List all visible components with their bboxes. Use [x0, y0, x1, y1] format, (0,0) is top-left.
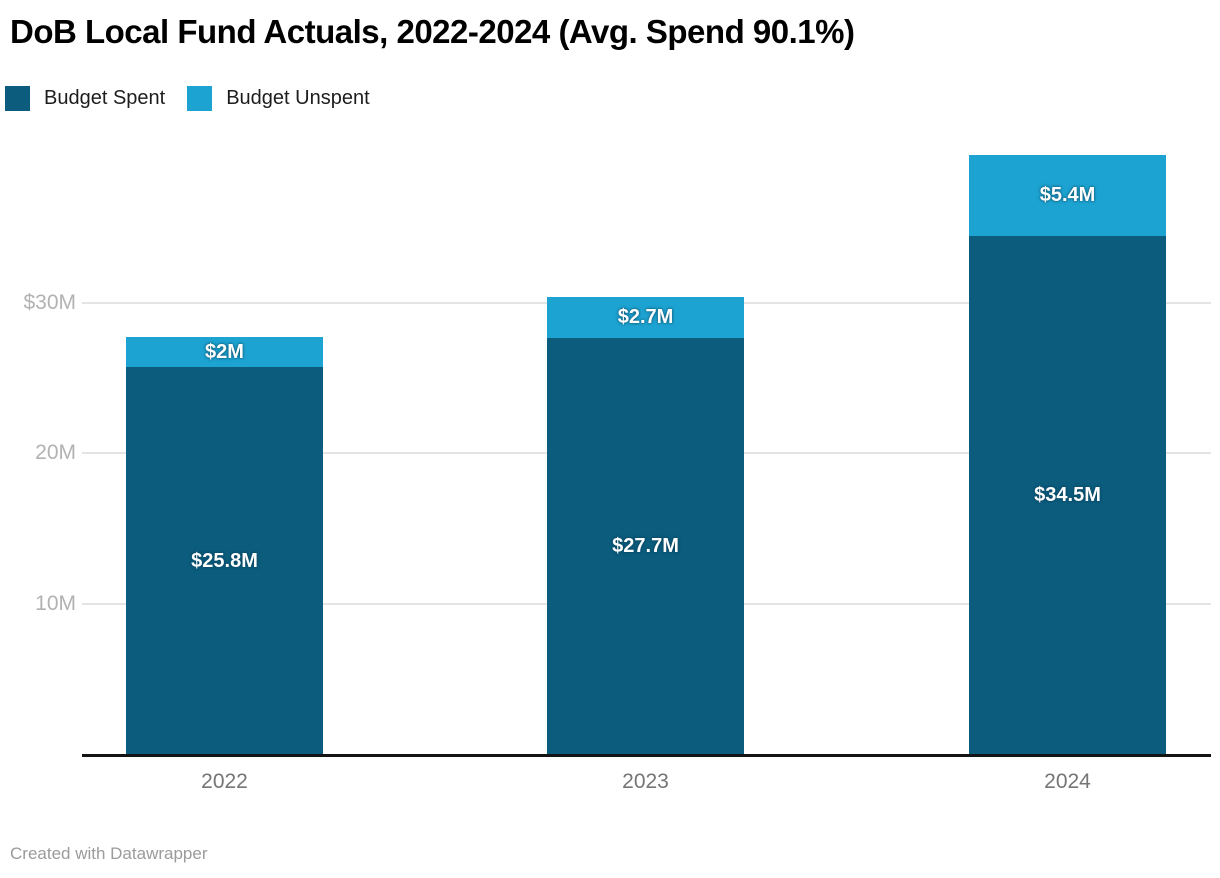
- bar-segment-2023-spent: $27.7M: [547, 338, 744, 755]
- value-label-2022-unspent: $2M: [205, 340, 244, 363]
- bar-segment-2022-unspent: $2M: [126, 337, 323, 367]
- datawrapper-credit-link[interactable]: Created with Datawrapper: [10, 844, 208, 863]
- legend-swatch-budget-spent: [5, 86, 30, 111]
- x-axis-label-2022: 2022: [201, 770, 248, 793]
- legend-swatch-budget-unspent: [187, 86, 213, 111]
- bar-segment-2023-unspent: $2.7M: [547, 297, 744, 338]
- y-axis-tick-30m: $30M: [23, 291, 76, 314]
- y-axis-tick-10m: 10M: [35, 592, 76, 615]
- y-axis-tick-20m: 20M: [35, 441, 76, 464]
- legend-item-budget-spent: Budget Spent: [5, 86, 165, 111]
- x-axis-label-2024: 2024: [1044, 770, 1091, 793]
- bar-segment-2024-spent: $34.5M: [969, 236, 1166, 755]
- legend-label-budget-unspent: Budget Unspent: [226, 87, 370, 109]
- x-axis-label-2023: 2023: [622, 770, 669, 793]
- legend: Budget Spent Budget Unspent: [5, 86, 392, 111]
- bar-segment-2024-unspent: $5.4M: [969, 155, 1166, 236]
- value-label-2023-spent: $27.7M: [612, 535, 679, 557]
- value-label-2023-unspent: $2.7M: [617, 306, 674, 328]
- value-label-2024-unspent: $5.4M: [1039, 184, 1096, 206]
- value-label-2022-spent: $25.8M: [191, 549, 258, 572]
- legend-item-budget-unspent: Budget Unspent: [187, 86, 370, 111]
- x-axis-baseline: [82, 754, 1211, 757]
- bar-segment-2022-spent: $25.8M: [126, 367, 323, 755]
- legend-label-budget-spent: Budget Spent: [44, 87, 166, 109]
- value-label-2024-spent: $34.5M: [1034, 484, 1101, 506]
- chart-title: DoB Local Fund Actuals, 2022-2024 (Avg. …: [10, 13, 855, 50]
